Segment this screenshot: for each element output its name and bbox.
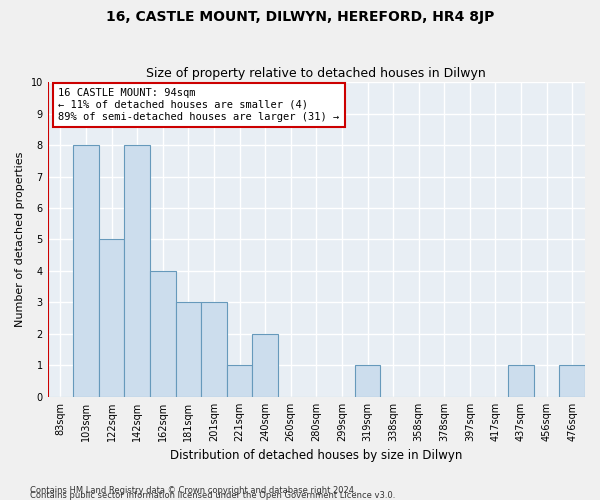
Bar: [253, 334, 278, 397]
Bar: [559, 366, 585, 397]
Bar: [73, 145, 99, 397]
Bar: [176, 302, 201, 397]
Bar: [508, 366, 534, 397]
Text: Contains HM Land Registry data © Crown copyright and database right 2024.: Contains HM Land Registry data © Crown c…: [30, 486, 356, 495]
Text: Contains public sector information licensed under the Open Government Licence v3: Contains public sector information licen…: [30, 490, 395, 500]
Bar: [355, 366, 380, 397]
Text: 16, CASTLE MOUNT, DILWYN, HEREFORD, HR4 8JP: 16, CASTLE MOUNT, DILWYN, HEREFORD, HR4 …: [106, 10, 494, 24]
Bar: [99, 240, 124, 397]
Bar: [150, 271, 176, 397]
Bar: [201, 302, 227, 397]
Text: 16 CASTLE MOUNT: 94sqm
← 11% of detached houses are smaller (4)
89% of semi-deta: 16 CASTLE MOUNT: 94sqm ← 11% of detached…: [58, 88, 340, 122]
Bar: [227, 366, 253, 397]
Title: Size of property relative to detached houses in Dilwyn: Size of property relative to detached ho…: [146, 66, 486, 80]
X-axis label: Distribution of detached houses by size in Dilwyn: Distribution of detached houses by size …: [170, 450, 463, 462]
Bar: [124, 145, 150, 397]
Y-axis label: Number of detached properties: Number of detached properties: [15, 152, 25, 327]
